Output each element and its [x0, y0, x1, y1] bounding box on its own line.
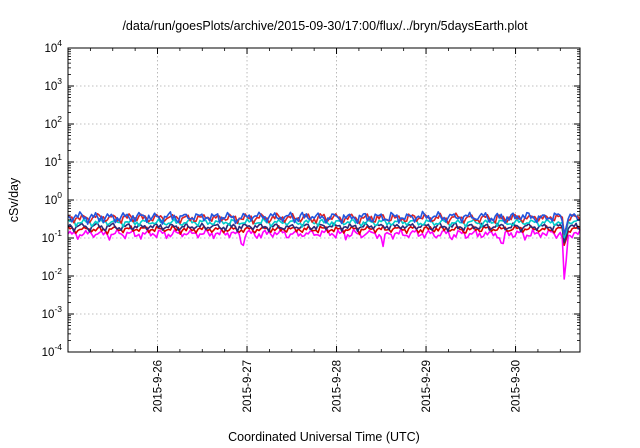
series-line-5: [67, 210, 581, 235]
y-axis-label: cSv/day: [7, 177, 21, 222]
y-tick-label: 10-4: [42, 342, 63, 359]
series-line-1: [67, 224, 581, 246]
x-tick-label: 2015-9-29: [421, 360, 433, 412]
grid: [68, 48, 580, 352]
y-tick-label: 103: [44, 76, 62, 93]
y-tick-label: 101: [44, 152, 62, 169]
y-tick-label: 100: [44, 190, 62, 207]
series-line-0: [67, 228, 581, 280]
x-tick-label: 2015-9-26: [153, 360, 165, 412]
y-tick-label: 10-2: [42, 266, 63, 283]
y-tick-label: 104: [44, 38, 62, 55]
chart-title: /data/run/goesPlots/archive/2015-09-30/1…: [122, 19, 528, 33]
x-tick-label: 2015-9-27: [242, 360, 254, 412]
series-line-2: [67, 221, 581, 244]
series-layer: [67, 210, 581, 280]
y-axis-ticks: 104 103 102 101 100 10-1 10-2 10-3 10-4: [42, 38, 580, 359]
x-tick-label: 2015-9-30: [511, 360, 523, 412]
x-axis-ticks: 2015-9-26 2015-9-27 2015-9-28 2015-9-29 2015…: [89, 48, 561, 412]
series-line-4: [67, 212, 581, 236]
x-tick-label: 2015-9-28: [332, 360, 344, 412]
x-axis-label: Coordinated Universal Time (UTC): [228, 430, 420, 444]
y-tick-label: 10-1: [42, 228, 63, 245]
y-tick-label: 102: [44, 114, 62, 131]
y-tick-label: 10-3: [42, 304, 63, 321]
